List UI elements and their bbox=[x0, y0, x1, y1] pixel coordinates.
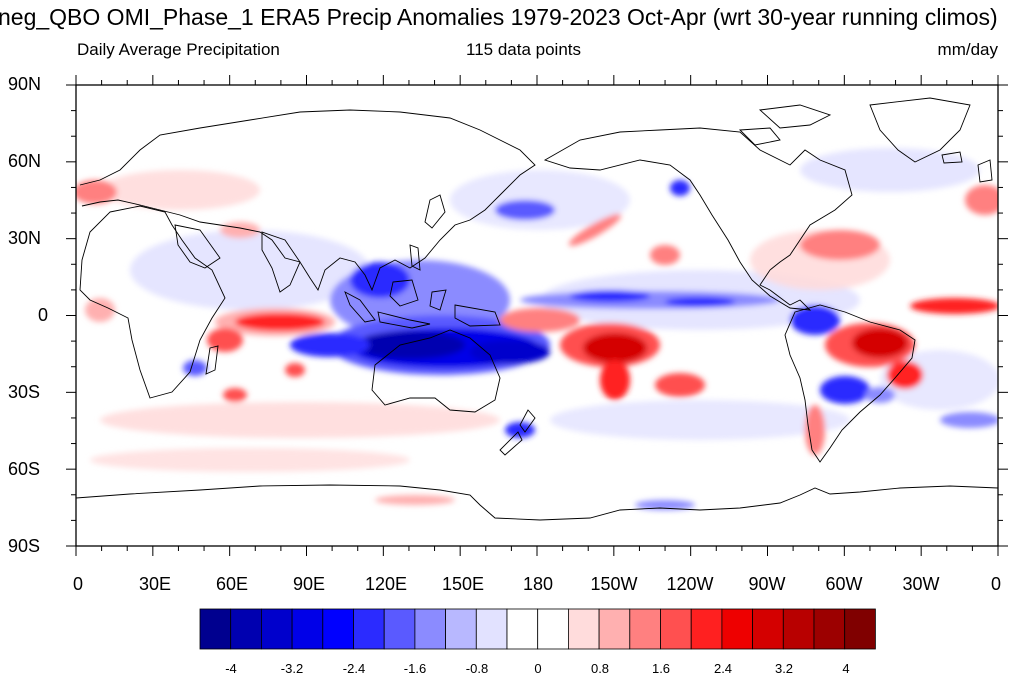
colorbar-box bbox=[752, 608, 784, 650]
lon-label-0-right: 0 bbox=[990, 574, 1002, 594]
lon-label-60w: 60W bbox=[825, 574, 863, 594]
anomaly-field bbox=[76, 85, 998, 546]
lon-label-30e: 30E bbox=[138, 574, 172, 594]
colorbar-label: 0 bbox=[534, 661, 542, 676]
subtitle-right: mm/day bbox=[937, 40, 998, 59]
colorbar-label: 2.4 bbox=[713, 661, 733, 676]
lat-label-0: 0 bbox=[38, 305, 49, 325]
colorbar-label: -0.8 bbox=[465, 661, 489, 676]
colorbar-label: -4 bbox=[225, 661, 237, 676]
colorbar-box bbox=[353, 608, 385, 650]
colorbar-box bbox=[291, 608, 324, 650]
colorbar-box bbox=[721, 608, 754, 650]
colorbar-box bbox=[230, 608, 262, 650]
lat-label-30s: 30S bbox=[8, 382, 41, 402]
colorbar-box bbox=[598, 608, 631, 650]
colorbar-box bbox=[199, 608, 232, 650]
lon-label-180: 180 bbox=[522, 574, 554, 594]
colorbar-box bbox=[322, 608, 354, 650]
colorbar-box bbox=[844, 608, 876, 650]
colorbar-box bbox=[383, 608, 416, 650]
colorbar-box bbox=[260, 608, 293, 650]
colorbar-box bbox=[782, 608, 815, 650]
lon-label-60e: 60E bbox=[215, 574, 249, 594]
colorbar-box bbox=[445, 608, 477, 650]
lon-label-90e: 90E bbox=[292, 574, 326, 594]
lat-label-60s: 60S bbox=[8, 459, 41, 479]
colorbar-box bbox=[813, 608, 846, 650]
colorbar-label: 3.2 bbox=[774, 661, 794, 676]
colorbar bbox=[199, 608, 876, 650]
colorbar-box bbox=[475, 608, 508, 650]
lon-label-0: 0 bbox=[72, 574, 84, 594]
colorbar-box bbox=[506, 608, 539, 650]
axis-ticks bbox=[66, 75, 1008, 556]
colorbar-box bbox=[690, 608, 723, 650]
lat-label-60n: 60N bbox=[8, 151, 42, 171]
lat-label-30n: 30N bbox=[8, 228, 42, 248]
colorbar-label: 0.8 bbox=[590, 661, 610, 676]
colorbar-label: 4 bbox=[842, 661, 850, 676]
colorbar-label: -1.6 bbox=[403, 661, 427, 676]
subtitle-center: 115 data points bbox=[466, 40, 581, 59]
lon-label-30w: 30W bbox=[902, 574, 940, 594]
lon-label-120e: 120E bbox=[364, 574, 408, 594]
colorbar-label: 1.6 bbox=[651, 661, 671, 676]
lon-label-150e: 150E bbox=[441, 574, 485, 594]
lon-label-150w: 150W bbox=[590, 574, 638, 594]
colorbar-box bbox=[414, 608, 446, 650]
colorbar-label: -2.4 bbox=[342, 661, 366, 676]
subtitle-left: Daily Average Precipitation bbox=[77, 40, 280, 59]
lon-label-90w: 90W bbox=[748, 574, 786, 594]
colorbar-box bbox=[568, 608, 600, 650]
coastlines bbox=[76, 97, 998, 521]
colorbar-box bbox=[660, 608, 692, 650]
lon-label-120w: 120W bbox=[666, 574, 714, 594]
colorbar-box bbox=[537, 608, 569, 650]
plot-title: neg_QBO OMI_Phase_1 ERA5 Precip Anomalie… bbox=[0, 4, 998, 30]
colorbar-label: -3.2 bbox=[280, 661, 304, 676]
lat-label-90n: 90N bbox=[8, 74, 42, 94]
colorbar-box bbox=[629, 608, 661, 650]
lat-label-90s: 90S bbox=[8, 536, 41, 556]
